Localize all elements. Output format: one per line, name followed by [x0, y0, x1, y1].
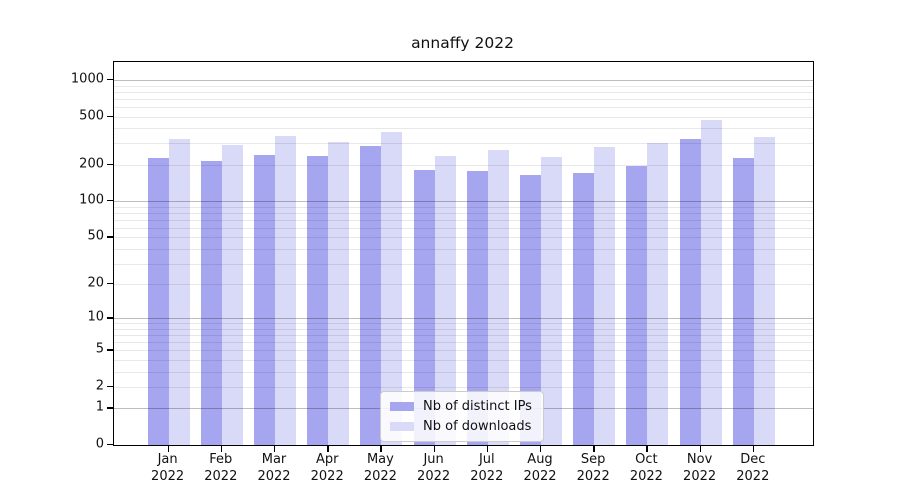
minor-gridline-40: [114, 248, 813, 250]
legend-label: Nb of downloads: [423, 419, 532, 434]
y-tick-label-50: 50: [87, 228, 104, 244]
minor-gridline-800: [114, 91, 813, 93]
legend-item-distinct-ips: Nb of distinct IPs: [390, 399, 532, 414]
bar-downloads-aug: [541, 156, 562, 445]
x-tick-mark-nov: [699, 445, 701, 452]
y-tick-label-10: 10: [87, 309, 104, 325]
bar-downloads-jul: [487, 150, 509, 445]
y-tick-label-1: 1: [95, 399, 104, 415]
x-tick-label-oct: Oct 2022: [629, 452, 663, 484]
y-tick-label-0: 0: [95, 436, 104, 452]
bar-downloads-oct: [647, 142, 669, 445]
y-tick-label-100: 100: [79, 192, 104, 208]
major-gridline-1000: [114, 79, 813, 81]
bar-downloads-apr: [328, 141, 350, 445]
x-tick-label-feb: Feb 2022: [204, 452, 238, 484]
legend: Nb of distinct IPs Nb of downloads: [380, 391, 544, 442]
x-tick-label-aug: Aug 2022: [523, 452, 557, 484]
minor-gridline-8: [114, 328, 813, 330]
x-tick-mark-jul: [486, 445, 489, 452]
x-axis-tick-labels: Jan 2022 Feb 2022 Mar 2022 Apr 2022 May 2022…: [0, 452, 900, 492]
minor-gridline-90: [114, 206, 813, 208]
bar-downloads-nov: [700, 120, 722, 445]
bar-downloads-sep: [594, 146, 616, 445]
legend-item-downloads: Nb of downloads: [390, 419, 532, 434]
x-tick-label-mar: Mar 2022: [257, 452, 291, 484]
y-axis-tick-labels: 0 1 2 5 10 20 50 100 200 500 1000: [0, 61, 104, 451]
x-tick-mark-may: [380, 445, 382, 452]
y-tick-label-20: 20: [87, 275, 104, 291]
bar-distinct-ips-dec: [732, 157, 754, 445]
x-tick-label-sep: Sep 2022: [576, 452, 610, 484]
x-tick-label-apr: Apr 2022: [310, 452, 344, 484]
x-tick-label-jun: Jun 2022: [417, 452, 451, 484]
bar-distinct-ips-jul: [466, 170, 488, 445]
major-gridline-100: [114, 201, 813, 203]
bar-downloads-dec: [753, 137, 775, 445]
minor-gridline-5: [114, 350, 813, 352]
x-tick-mark-mar: [274, 445, 276, 452]
x-tick-label-may: May 2022: [363, 452, 397, 484]
legend-label: Nb of distinct IPs: [423, 399, 532, 414]
y-tick-label-1000: 1000: [70, 71, 104, 87]
x-tick-label-jul: Jul 2022: [470, 452, 504, 484]
x-tick-label-jan: Jan 2022: [151, 452, 185, 484]
y-tick-label-2: 2: [95, 378, 104, 394]
minor-gridline-900: [114, 85, 813, 87]
minor-gridline-2: [114, 386, 813, 388]
bar-downloads-mar: [275, 135, 296, 445]
bar-distinct-ips-apr: [307, 156, 329, 445]
legend-swatch-icon: [390, 422, 414, 431]
bar-distinct-ips-sep: [573, 172, 595, 445]
minor-gridline-700: [114, 98, 813, 100]
minor-gridline-300: [114, 143, 813, 145]
bar-downloads-feb: [221, 144, 243, 445]
minor-gridline-6: [114, 342, 813, 344]
bar-distinct-ips-jan: [147, 157, 169, 445]
minor-gridline-600: [114, 106, 813, 108]
bar-distinct-ips-mar: [254, 154, 275, 445]
bar-distinct-ips-oct: [626, 165, 648, 445]
bar-distinct-ips-feb: [200, 161, 222, 445]
y-tick-label-5: 5: [95, 341, 104, 357]
x-tick-mark-jan: [167, 445, 169, 452]
bar-distinct-ips-aug: [520, 174, 541, 445]
minor-gridline-400: [114, 128, 813, 130]
x-tick-label-nov: Nov 2022: [683, 452, 717, 484]
y-tick-label-200: 200: [79, 156, 104, 172]
minor-gridline-200: [114, 164, 813, 166]
major-gridline-10: [114, 318, 813, 320]
minor-gridline-80: [114, 212, 813, 214]
x-tick-mark-feb: [220, 445, 223, 452]
minor-gridline-3: [114, 371, 813, 373]
x-tick-mark-sep: [593, 445, 595, 452]
legend-swatch-icon: [390, 402, 414, 411]
chart-title: annaffy 2022: [411, 34, 514, 52]
plot-area: Nb of distinct IPs Nb of downloads: [113, 61, 814, 446]
minor-gridline-4: [114, 360, 813, 361]
x-tick-mark-apr: [327, 445, 329, 452]
bar-distinct-ips-jun: [413, 169, 435, 445]
bar-distinct-ips-may: [360, 145, 382, 445]
minor-gridline-30: [114, 263, 813, 265]
bar-downloads-jun: [434, 155, 456, 445]
minor-gridline-50: [114, 237, 813, 239]
x-tick-mark-jun: [433, 445, 435, 452]
minor-gridline-500: [114, 116, 813, 118]
minor-gridline-7: [114, 335, 813, 337]
minor-gridline-70: [114, 219, 813, 221]
bar-downloads-jan: [168, 139, 190, 445]
y-tick-label-500: 500: [79, 108, 104, 123]
minor-gridline-60: [114, 227, 813, 229]
bar-downloads-may: [381, 131, 403, 445]
x-tick-mark-dec: [752, 445, 755, 452]
minor-gridline-9: [114, 323, 813, 325]
minor-gridline-20: [114, 284, 813, 286]
x-tick-label-dec: Dec 2022: [736, 452, 770, 484]
x-tick-mark-oct: [646, 445, 648, 452]
bar-distinct-ips-nov: [679, 139, 701, 445]
x-tick-mark-aug: [540, 445, 542, 452]
